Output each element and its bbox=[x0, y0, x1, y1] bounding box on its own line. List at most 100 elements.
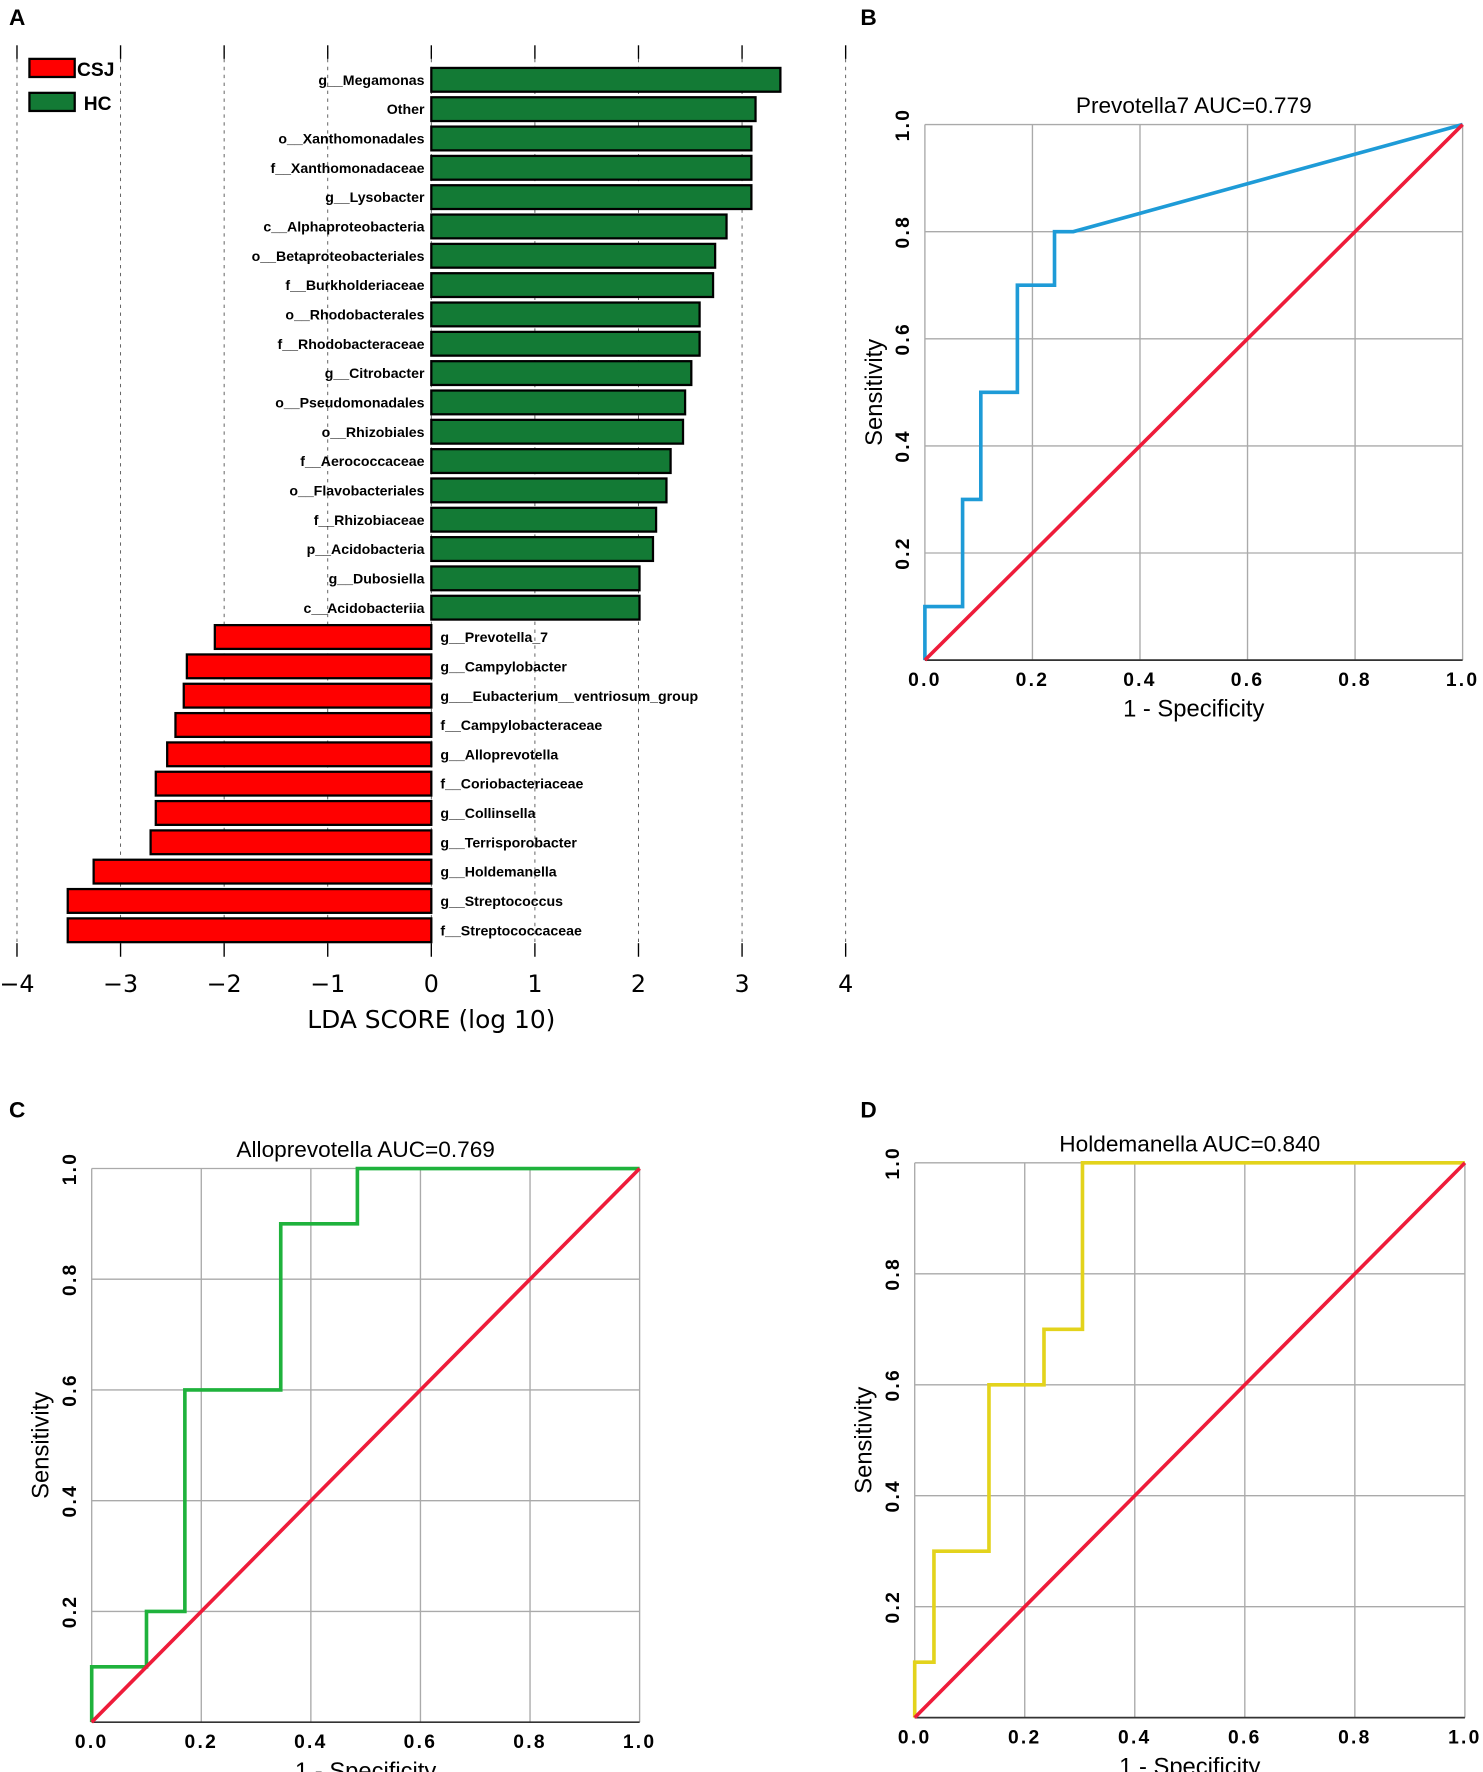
x-tick-label: 0.0 bbox=[75, 1732, 109, 1753]
x-tick-label: 0.2 bbox=[1016, 670, 1050, 691]
panel-letter: D bbox=[860, 1098, 876, 1123]
legend: CSJ HC bbox=[28, 57, 114, 115]
bar-csj bbox=[182, 682, 433, 709]
x-tick-label: 1 bbox=[527, 970, 542, 998]
bar-label: f__Streptococcaceae bbox=[440, 922, 582, 938]
chart-title: Prevotella7 AUC=0.779 bbox=[1076, 93, 1312, 118]
bar-label: f__Rhodobacteraceae bbox=[278, 336, 425, 352]
bar-hc bbox=[430, 184, 753, 211]
bar-label: o__Flavobacteriales bbox=[289, 482, 424, 498]
bar-hc bbox=[430, 448, 672, 475]
y-tick-label: 0.8 bbox=[60, 1262, 81, 1296]
x-tick-label: 0 bbox=[424, 970, 439, 998]
x-axis-label: LDA SCORE (log 10) bbox=[307, 1005, 555, 1034]
bar-label: g__Lysobacter bbox=[325, 189, 425, 205]
y-tick-label: 0.6 bbox=[883, 1368, 904, 1402]
x-tick-label: 2 bbox=[631, 970, 646, 998]
y-tick-label: 0.4 bbox=[893, 429, 914, 463]
bar-csj bbox=[154, 799, 433, 826]
reference-diagonal bbox=[913, 1161, 1467, 1719]
panel-letter: A bbox=[9, 5, 25, 30]
chart-title: Holdemanella AUC=0.840 bbox=[1059, 1132, 1320, 1157]
legend-swatch-hc bbox=[28, 91, 76, 113]
x-tick-label: −2 bbox=[207, 970, 242, 998]
bar-label: Other bbox=[387, 101, 425, 117]
panel-letter: C bbox=[9, 1098, 25, 1123]
y-axis-label: Sensitivity bbox=[861, 339, 888, 446]
bar-csj bbox=[166, 741, 433, 768]
roc-curve bbox=[912, 1161, 1465, 1718]
y-tick-label: 0.6 bbox=[60, 1373, 81, 1407]
bar-hc bbox=[430, 477, 668, 504]
y-tick-label: 0.2 bbox=[883, 1590, 904, 1624]
bar-label: o__Pseudomonadales bbox=[275, 395, 424, 411]
x-tick-label: 0.8 bbox=[1338, 1728, 1372, 1749]
roc-panel-d: D Holdemanella AUC=0.840 0.0 0.2 0.4 0.6 0.8 1.… bbox=[851, 1098, 1482, 1772]
x-tick-label: −3 bbox=[103, 970, 138, 998]
roc-panel-b: B Prevotella7 AUC=0.779 0.0 0.2 0.4 0.6 0.8 1.0… bbox=[860, 5, 1477, 723]
x-tick-label: 0.6 bbox=[1231, 670, 1265, 691]
x-tick-label: 0.2 bbox=[1008, 1728, 1042, 1749]
panel-letter: B bbox=[860, 5, 876, 30]
x-tick-label: 1.0 bbox=[1448, 1728, 1482, 1749]
bar-csj bbox=[66, 887, 433, 914]
x-tick-label: 1.0 bbox=[623, 1732, 657, 1753]
bar-csj bbox=[213, 623, 433, 651]
bar-csj bbox=[66, 917, 433, 944]
x-tick-label: 0.4 bbox=[1123, 670, 1157, 691]
x-tick-label: 3 bbox=[735, 970, 750, 998]
bar-csj bbox=[92, 858, 433, 885]
bar-label: g__Campylobacter bbox=[440, 658, 567, 674]
bar-label: g__Megamonas bbox=[318, 72, 424, 88]
bar-csj bbox=[149, 829, 433, 856]
bar-hc bbox=[430, 242, 717, 269]
bar-hc bbox=[430, 360, 693, 387]
y-tick-label: 0.2 bbox=[60, 1595, 81, 1629]
roc-curve bbox=[89, 1166, 640, 1723]
x-tick-label: 0.0 bbox=[898, 1728, 932, 1749]
bar-hc bbox=[430, 418, 685, 445]
bar-label: p__Acidobacteria bbox=[307, 541, 425, 557]
bar-hc bbox=[430, 565, 641, 592]
bar-label: g__Collinsella bbox=[440, 805, 535, 821]
y-tick-label: 0.4 bbox=[883, 1479, 904, 1513]
bar-csj bbox=[174, 711, 433, 739]
bar-hc bbox=[430, 125, 753, 152]
legend-label: HC bbox=[84, 94, 112, 115]
chart-title: Alloprevotella AUC=0.769 bbox=[236, 1137, 494, 1162]
bar-label: g__Citrobacter bbox=[325, 365, 425, 381]
x-tick-label: −1 bbox=[310, 970, 345, 998]
reference-diagonal bbox=[90, 1167, 641, 1724]
bar-label: f__Rhizobiaceae bbox=[314, 512, 425, 528]
bar-hc bbox=[430, 213, 728, 240]
reference-diagonal bbox=[923, 123, 1464, 662]
bar-label: o__Xanthomonadales bbox=[278, 131, 424, 147]
bar-label: g__Holdemanella bbox=[440, 864, 556, 880]
bar-hc bbox=[430, 506, 658, 533]
bar-hc bbox=[430, 536, 655, 563]
x-tick-label: 0.8 bbox=[513, 1732, 547, 1753]
bar-label: c__Alphaproteobacteria bbox=[263, 219, 424, 235]
bar-csj bbox=[185, 653, 433, 680]
roc-curve bbox=[923, 122, 1464, 661]
y-axis-label: Sensitivity bbox=[28, 1392, 55, 1499]
x-tick-label: 0.4 bbox=[294, 1732, 328, 1753]
legend-swatch-csj bbox=[28, 57, 76, 79]
x-tick-label: 0.0 bbox=[908, 670, 942, 691]
x-tick-label: 0.2 bbox=[185, 1732, 219, 1753]
x-axis-label: 1 - Specificity bbox=[1123, 696, 1264, 723]
bar-label: f__Xanthomonadaceae bbox=[271, 160, 425, 176]
bar-hc bbox=[430, 154, 753, 181]
x-tick-label: 4 bbox=[838, 970, 853, 998]
y-tick-label: 0.6 bbox=[893, 322, 914, 356]
bar-label: f__Coriobacteriaceae bbox=[440, 776, 583, 792]
x-tick-label: 0.6 bbox=[1228, 1728, 1262, 1749]
y-tick-label: 0.8 bbox=[893, 215, 914, 249]
x-axis-label: 1 - Specificity bbox=[295, 1758, 436, 1772]
bar-label: g___Eubacterium__ventriosum_group bbox=[440, 688, 698, 704]
bar-label: g__Terrisporobacter bbox=[440, 834, 577, 850]
y-tick-label: 0.8 bbox=[883, 1257, 904, 1291]
y-axis-label: Sensitivity bbox=[851, 1387, 878, 1494]
bar-label: g__Alloprevotella bbox=[440, 746, 558, 762]
